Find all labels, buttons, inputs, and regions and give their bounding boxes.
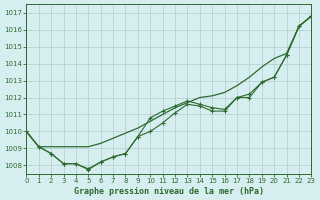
X-axis label: Graphe pression niveau de la mer (hPa): Graphe pression niveau de la mer (hPa) bbox=[74, 187, 264, 196]
